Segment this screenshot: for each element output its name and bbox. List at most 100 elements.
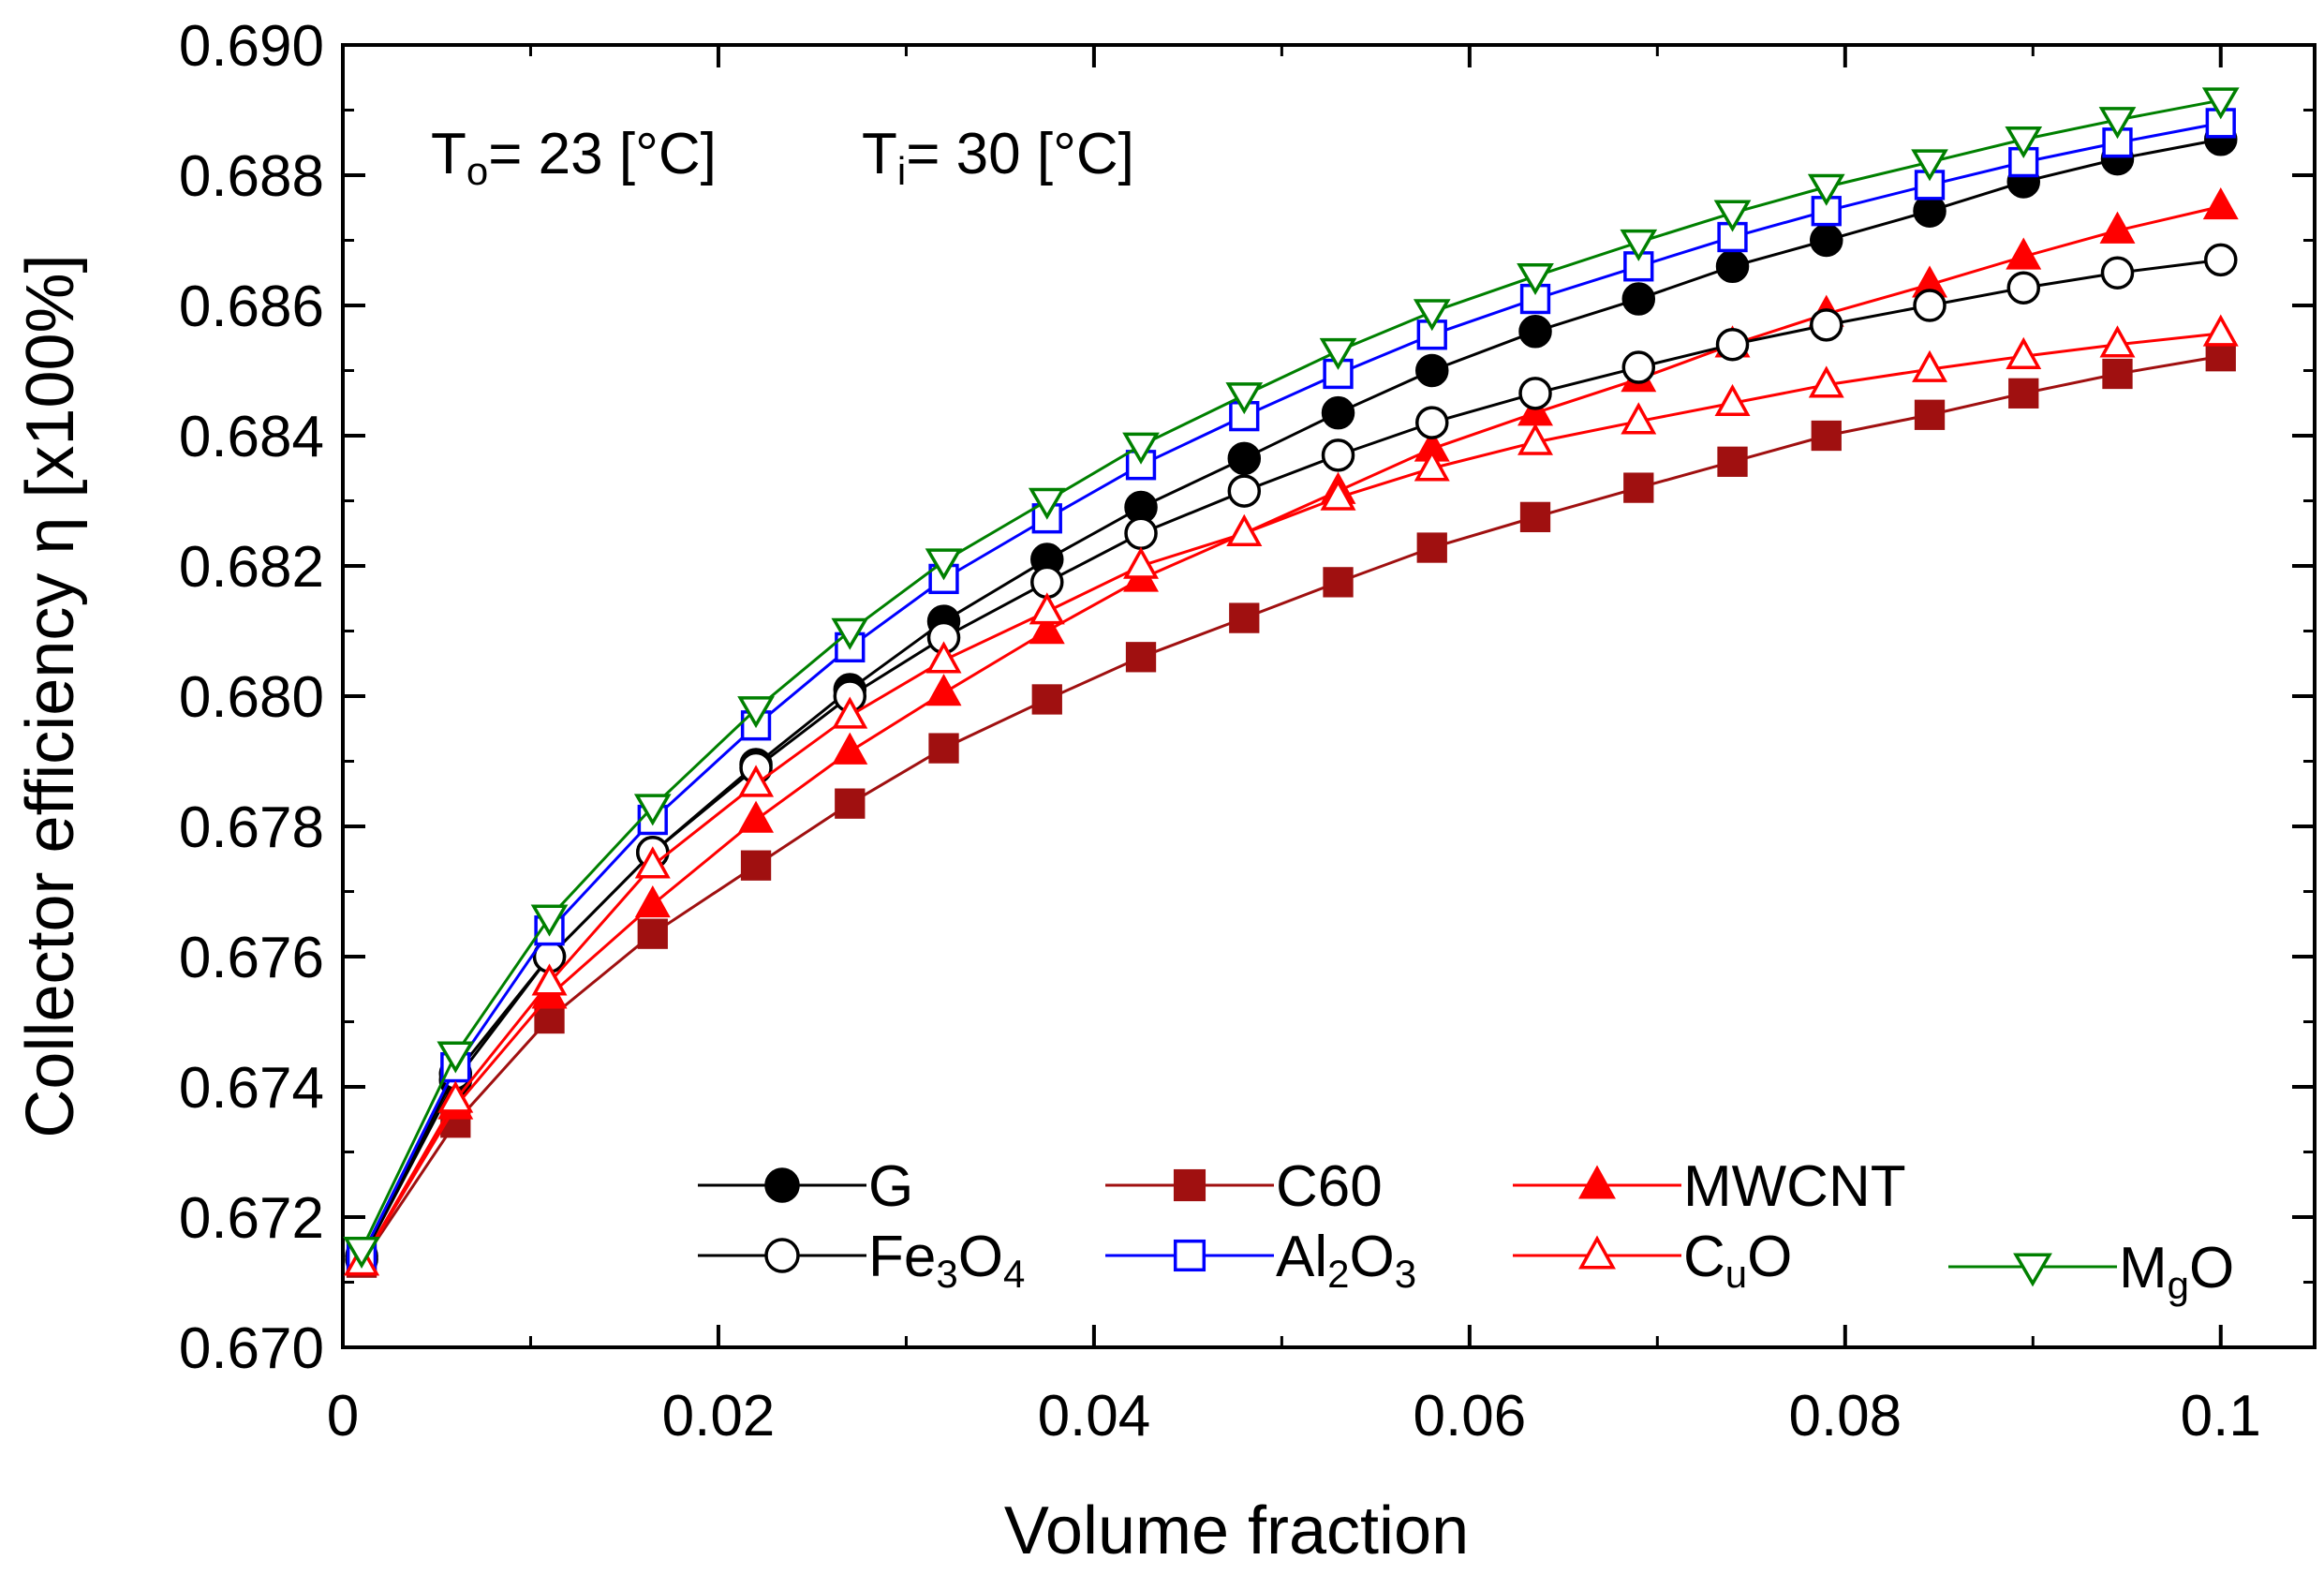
- data-point-CuO: [2202, 314, 2239, 347]
- data-point-CuO: [1621, 402, 1657, 435]
- data-point-G: [1810, 223, 1843, 258]
- data-point-MWCNT: [925, 674, 962, 706]
- y-axis: 0.670 0.672 0.674 0.676 0.678 0.680 0.682 0.684…: [179, 14, 2315, 1381]
- data-point-C60: [2205, 341, 2236, 372]
- legend-marker: [1578, 1165, 1616, 1199]
- data-point-Fe3O4: [1227, 474, 1262, 508]
- series-line-MWCNT: [360, 204, 2222, 1264]
- data-point-G: [1321, 395, 1355, 430]
- series-line-Fe3O4: [360, 258, 2221, 1257]
- data-point-C60: [1811, 420, 1842, 452]
- data-point-Fe3O4: [1715, 327, 1750, 362]
- series-Al2O3: [346, 108, 2236, 1271]
- data-point-MgO: [2098, 107, 2137, 140]
- data-point-G: [1415, 353, 1449, 388]
- data-point-CuO: [1226, 513, 1263, 546]
- data-point-MgO: [1028, 487, 1066, 520]
- data-point-Fe3O4: [1621, 350, 1656, 384]
- y-tick-label: 0.690: [179, 14, 324, 79]
- data-point-C60: [1914, 399, 1946, 430]
- data-point-Fe3O4: [1124, 516, 1158, 550]
- data-point-G: [1621, 282, 1656, 316]
- data-point-Fe3O4: [2100, 256, 2135, 290]
- data-point-CuO: [437, 1080, 474, 1113]
- data-point-C60: [1416, 532, 1447, 563]
- y-tick-label: 0.670: [179, 1316, 324, 1381]
- data-point-CuO: [832, 696, 868, 729]
- series-line-MgO: [360, 98, 2222, 1251]
- data-point-CuO: [1912, 349, 1947, 382]
- legend-marker: [1173, 1239, 1206, 1272]
- x-tick-label: 0.02: [662, 1384, 776, 1449]
- data-point-MgO: [1517, 262, 1554, 295]
- data-point-MWCNT: [2202, 186, 2239, 220]
- data-point-C60: [2008, 378, 2039, 409]
- data-point-C60: [1229, 602, 1260, 633]
- x-axis-title: Volume fraction: [1004, 1493, 1469, 1568]
- data-point-CuO: [1414, 449, 1450, 482]
- data-point-CuO: [531, 963, 568, 996]
- data-point-C60: [740, 850, 772, 881]
- x-tick-label: 0.06: [1414, 1384, 1527, 1449]
- data-point-MgO: [1413, 299, 1451, 332]
- legend-marker: [764, 1167, 800, 1203]
- x-tick-label: 0.1: [2181, 1384, 2261, 1449]
- x-tick-label: 0: [327, 1384, 359, 1449]
- legend-marker: [764, 1238, 800, 1273]
- data-point-C60: [1717, 446, 1748, 477]
- legend-marker: [1173, 1168, 1206, 1202]
- y-tick-label: 0.676: [179, 926, 324, 990]
- data-point-C60: [1031, 684, 1062, 715]
- annotation-to: To= 23 [°C]: [431, 122, 717, 193]
- legend-item-Fe3O4: Fe3O4: [698, 1225, 1025, 1296]
- legend-label: Fe3O4: [868, 1225, 1025, 1296]
- plot-frame: [341, 43, 2317, 1349]
- data-point-CuO: [1029, 592, 1065, 625]
- data-point-MgO: [1319, 337, 1357, 370]
- x-axis: 0 0.02 0.04 0.06 0.08 0.1: [327, 45, 2261, 1449]
- data-point-Fe3O4: [1810, 308, 1843, 342]
- legend-item-G: G: [698, 1154, 913, 1219]
- data-point-MgO: [343, 1237, 380, 1270]
- data-point-MgO: [831, 617, 869, 650]
- data-point-MgO: [1620, 229, 1658, 261]
- data-point-C60: [1623, 472, 1654, 503]
- data-point-MgO: [437, 1041, 475, 1074]
- data-point-CuO: [634, 846, 671, 879]
- data-point-C60: [1323, 567, 1354, 598]
- data-point-C60: [637, 918, 668, 949]
- data-point-Fe3O4: [1913, 289, 1947, 322]
- data-point-MgO: [1225, 382, 1264, 415]
- data-point-CuO: [1320, 478, 1356, 511]
- data-point-CuO: [1517, 423, 1553, 455]
- legend-item-MWCNT: MWCNT: [1513, 1154, 1906, 1219]
- legend: G C60 MWCNT Fe3O4 Al2O3 CuO MgO: [698, 1154, 2234, 1307]
- series-line-C60: [360, 354, 2222, 1264]
- data-point-Fe3O4: [1321, 438, 1355, 472]
- x-tick-label: 0.08: [1788, 1384, 1902, 1449]
- data-point-C60: [1519, 501, 1551, 533]
- data-point-MWCNT: [832, 732, 868, 765]
- y-tick-label: 0.682: [179, 535, 324, 600]
- y-tick-label: 0.680: [179, 665, 324, 730]
- data-point-CuO: [925, 641, 962, 674]
- y-axis-title: Collector efficiency η [x100%]: [13, 254, 88, 1137]
- legend-item-C60: C60: [1105, 1154, 1383, 1219]
- data-point-G: [1913, 194, 1947, 228]
- series-line-Al2O3: [360, 121, 2222, 1257]
- data-point-C60: [534, 1003, 565, 1034]
- data-point-Fe3O4: [1518, 377, 1552, 410]
- legend-marker: [1578, 1235, 1616, 1270]
- data-point-MgO: [925, 548, 963, 581]
- legend-label: G: [868, 1154, 913, 1219]
- y-tick-label: 0.672: [179, 1186, 324, 1251]
- data-point-MWCNT: [1029, 612, 1065, 645]
- data-point-Fe3O4: [2204, 243, 2238, 277]
- annotation-ti: Ti= 30 [°C]: [862, 122, 1134, 193]
- data-point-Al2O3: [1031, 503, 1062, 534]
- series-C60: [346, 341, 2236, 1278]
- data-point-Fe3O4: [2006, 271, 2041, 305]
- data-point-MWCNT: [634, 884, 671, 918]
- y-tick-label: 0.678: [179, 795, 324, 860]
- legend-label: C60: [1276, 1154, 1383, 1219]
